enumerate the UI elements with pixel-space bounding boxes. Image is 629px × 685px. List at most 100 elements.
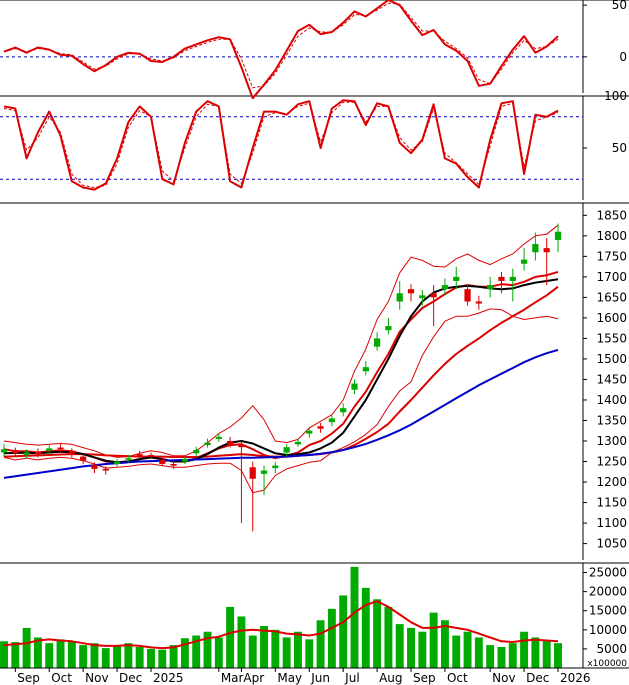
volume-bar [440, 620, 449, 668]
candle-body [91, 464, 98, 469]
candle-body [204, 442, 211, 446]
volume-bar [248, 635, 257, 668]
volume-y-tick-label: 20000 [589, 585, 627, 599]
candle-body [249, 467, 256, 479]
volume-bar [271, 629, 280, 668]
candle-body [113, 461, 121, 464]
x-axis-label: Sep [17, 671, 40, 685]
volume-bar [305, 639, 314, 668]
volume-bar [147, 648, 155, 668]
x-axis-label: Dec [526, 671, 549, 685]
candle-body [227, 441, 234, 445]
volume-bar [214, 637, 223, 668]
volume-bar [339, 595, 348, 668]
price-y-tick-label: 1050 [596, 537, 627, 551]
x-axis-label: Oct [447, 671, 468, 685]
macd-oscillator-y-tick-label: 50 [612, 0, 627, 12]
price-y-tick-label: 1100 [596, 516, 627, 530]
volume-bar [67, 641, 76, 668]
volume-bar [56, 639, 65, 668]
candle-body [12, 450, 19, 454]
candle-body [23, 452, 30, 455]
volume-y-tick-label: 25000 [589, 566, 627, 580]
x-axis-label: Apr [243, 671, 264, 685]
volume-y-tick-label: 15000 [589, 604, 627, 618]
volume-bar [260, 626, 268, 668]
candle-body [215, 436, 222, 439]
candle-body [532, 244, 539, 253]
x-axis-label: Dec [119, 671, 142, 685]
x-axis-label: Oct [51, 671, 72, 685]
macd-oscillator-series-line [3, 0, 559, 100]
volume-bar [350, 566, 359, 668]
candle-body [419, 295, 426, 299]
price-y-tick-label: 1200 [596, 475, 627, 489]
price-y-tick-label: 1750 [596, 249, 627, 263]
candle-body [498, 276, 505, 281]
volume-bar [0, 641, 8, 668]
volume-bar [113, 645, 122, 668]
candle-body [80, 456, 87, 461]
candle-body [68, 450, 75, 454]
candle-body [396, 293, 403, 302]
price-y-tick-label: 1850 [596, 208, 627, 222]
candle-body [543, 248, 550, 253]
stochastic-y-tick-label: 50 [612, 141, 627, 155]
candle-body [430, 293, 437, 298]
candle-body [147, 454, 155, 457]
x-axis-label: Jul [344, 671, 359, 685]
price-y-tick-label: 1800 [596, 229, 627, 243]
volume-bar [327, 608, 336, 668]
volume-bar [294, 631, 302, 668]
candle-body [362, 367, 369, 372]
x-axis-label: 2025 [153, 671, 184, 685]
candle-body [487, 285, 494, 290]
price-overlay-line [3, 224, 559, 458]
price-overlay-line [3, 278, 559, 464]
candle-body [306, 430, 313, 434]
x-axis-label: Nov [85, 671, 108, 685]
candle-body [260, 470, 268, 474]
candle-body [340, 408, 347, 413]
x-axis-label: Mar [221, 671, 244, 685]
volume-bar [486, 645, 495, 668]
price-y-tick-label: 1650 [596, 290, 627, 304]
volume-bar [22, 627, 31, 668]
x-axis-label: Aug [379, 671, 402, 685]
volume-bar [169, 645, 178, 668]
volume-bar [395, 624, 404, 668]
volume-bar [418, 631, 427, 668]
price-y-tick-label: 1150 [596, 496, 627, 510]
candle-body [272, 465, 279, 469]
volume-bar [237, 616, 246, 668]
volume-bar [135, 647, 144, 668]
volume-bar [180, 638, 189, 668]
candle-body [509, 276, 516, 281]
candle-body [181, 459, 189, 462]
x-axis-label: 2026 [560, 671, 591, 685]
candle-body [46, 448, 53, 451]
volume-bar [124, 643, 133, 668]
volume-y-tick-label: 10000 [589, 623, 627, 637]
price-y-tick-label: 1700 [596, 270, 627, 284]
volume-bar [316, 620, 325, 668]
price-y-tick-label: 1450 [596, 372, 627, 386]
price-y-tick-label: 1350 [596, 413, 627, 427]
candle-body [159, 459, 166, 464]
volume-bar [452, 635, 461, 668]
price-y-tick-label: 1300 [596, 434, 627, 448]
price-y-tick-label: 1500 [596, 352, 627, 366]
x-axis-label: Nov [492, 671, 515, 685]
price-overlay-line [3, 348, 559, 479]
candle-body [328, 418, 335, 423]
volume-bar [192, 635, 201, 668]
volume-bar [33, 637, 42, 668]
stochastic-series-line [3, 101, 559, 188]
candle-body [554, 231, 562, 240]
volume-average-line [3, 600, 559, 650]
price-y-tick-label: 1550 [596, 331, 627, 345]
stochastic-series-line [3, 99, 559, 191]
price-y-tick-label: 1400 [596, 393, 627, 407]
volume-bar [531, 637, 540, 668]
macd-oscillator-y-tick-label: 0 [619, 50, 627, 64]
